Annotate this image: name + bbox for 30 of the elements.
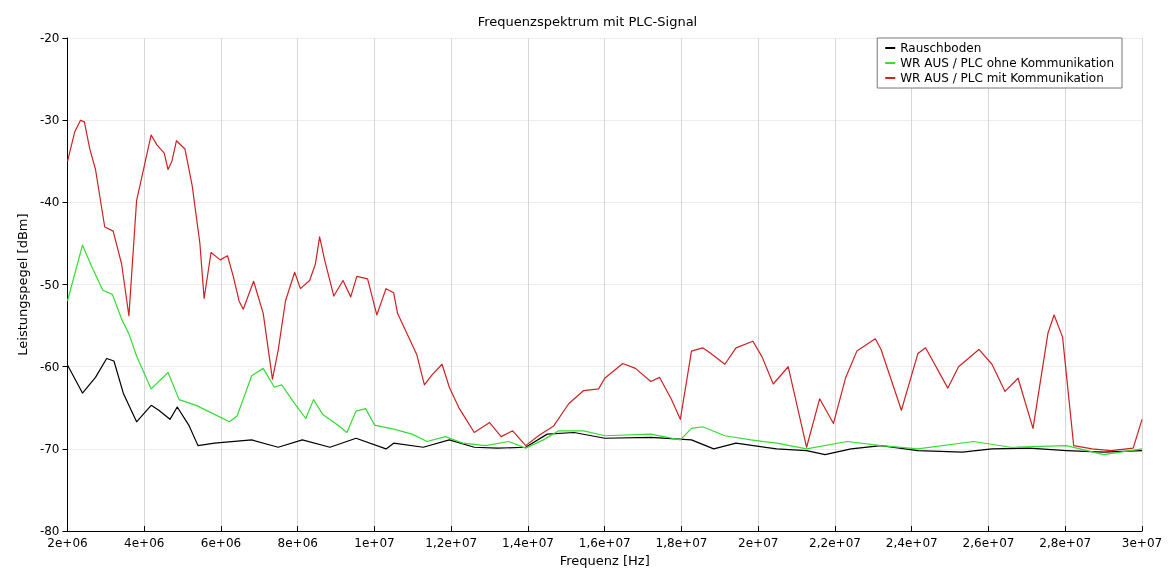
x-axis-title: Frequenz [Hz] [559, 553, 650, 568]
y-tick-label: -80 [39, 524, 60, 539]
y-tick-label: -60 [39, 359, 60, 374]
y-tick-label: -30 [39, 113, 60, 128]
x-tick-label: 2,8e+07 [1039, 536, 1092, 551]
legend-label: Rauschboden [900, 41, 982, 55]
x-tick-label: 6e+06 [200, 536, 242, 551]
x-tick-label: 1e+07 [354, 536, 395, 551]
y-tick-label: -40 [39, 195, 60, 210]
x-tick-label: 2,6e+07 [962, 536, 1015, 551]
x-tick-label: 1,2e+07 [425, 536, 478, 551]
y-tick-label: -20 [39, 31, 60, 45]
line-series [66, 119, 1143, 452]
x-tick-label: 2e+06 [47, 536, 88, 551]
x-tick-label: 3e+07 [1121, 536, 1163, 551]
x-tick-label: 1,4e+07 [502, 536, 554, 551]
legend-label: WR AUS / PLC ohne Kommunikation [900, 56, 1114, 70]
y-tick-label: -50 [39, 277, 60, 292]
x-tick-label: 2,2e+07 [809, 536, 861, 551]
y-tick-label: -70 [39, 441, 60, 456]
x-tick-label: 4e+06 [124, 536, 165, 551]
x-tick-label: 1,6e+07 [578, 536, 631, 551]
x-tick-label: 2e+07 [738, 536, 779, 551]
legend-label: WR AUS / PLC mit Kommunikation [900, 71, 1104, 85]
chart-title: Frequenzspektrum mit PLC-Signal [477, 14, 698, 29]
x-tick-label: 8e+06 [277, 536, 318, 551]
line-series [66, 244, 1143, 456]
x-tick-label: 2,4e+07 [885, 536, 938, 551]
y-axis-title: Leistungspegel [dBm] [15, 213, 30, 356]
x-tick-label: 1,8e+07 [655, 536, 708, 551]
